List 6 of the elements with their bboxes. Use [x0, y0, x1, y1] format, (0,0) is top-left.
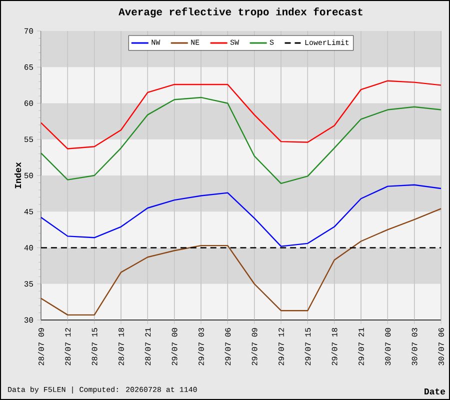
- line-series: [40, 96, 442, 184]
- x-axis-title: Date: [424, 388, 446, 394]
- line-series: [40, 208, 442, 316]
- y-axis-title: Index: [14, 162, 22, 188]
- line-series: [40, 184, 442, 247]
- chart-title: Average reflective tropo index forecast: [118, 8, 362, 18]
